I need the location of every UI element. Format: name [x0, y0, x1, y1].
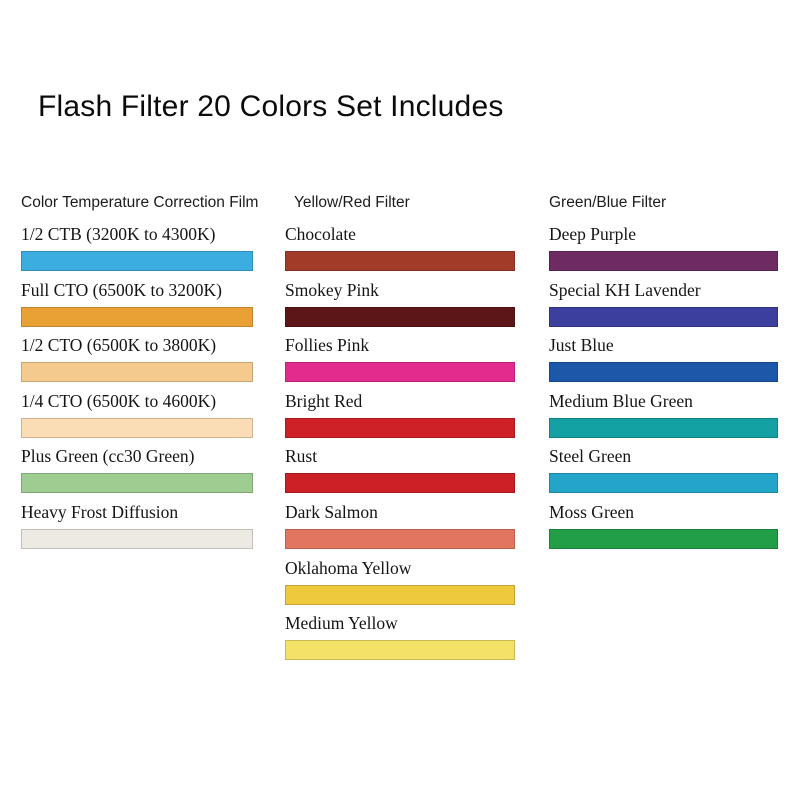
swatch-label: Bright Red: [285, 390, 363, 411]
color-swatch: [21, 306, 253, 327]
swatch-label: Moss Green: [549, 501, 635, 522]
swatch-label: Special KH Lavender: [549, 279, 701, 300]
swatch-label: 1/2 CTO (6500K to 3800K): [21, 335, 217, 356]
color-swatch: [549, 528, 778, 549]
swatch-item: Chocolate: [285, 224, 515, 280]
swatch-item: Moss Green: [549, 502, 778, 558]
swatch-label: Just Blue: [549, 335, 614, 356]
swatch-item: Bright Red: [285, 391, 515, 447]
filter-column: Color Temperature Correction Film 1/2 CTB…: [21, 194, 259, 558]
page-title: Flash Filter 20 Colors Set Includes: [38, 90, 504, 123]
swatch-item: Just Blue: [549, 335, 778, 391]
color-swatch: [21, 417, 253, 438]
swatch-label: Medium Yellow: [285, 613, 398, 634]
color-swatch: [21, 362, 253, 383]
swatch-label: Plus Green (cc30 Green): [21, 446, 195, 467]
swatch-item: 1/2 CTB (3200K to 4300K): [21, 224, 253, 280]
color-swatch: [549, 473, 778, 494]
swatch-item: Medium Yellow: [285, 613, 515, 669]
swatch-label: Follies Pink: [285, 335, 370, 356]
column-header: Green/Blue Filter: [549, 194, 667, 211]
color-swatch: [285, 306, 515, 327]
color-swatch: [21, 251, 253, 271]
swatch-item: Heavy Frost Diffusion: [21, 502, 253, 558]
swatch-label: Rust: [285, 446, 318, 467]
swatch-label: Medium Blue Green: [549, 390, 693, 411]
swatch-item: Steel Green: [549, 446, 778, 502]
color-swatch: [21, 528, 253, 549]
swatch-item: Oklahoma Yellow: [285, 558, 515, 614]
swatch-label: Chocolate: [285, 224, 356, 244]
swatch-item: Full CTO (6500K to 3200K): [21, 280, 253, 336]
swatch-item: Special KH Lavender: [549, 280, 778, 336]
filter-column: Yellow/Red Filter Chocolate Smokey Pink Fol…: [285, 194, 515, 669]
color-swatch: [549, 306, 778, 327]
swatch-label: Smokey Pink: [285, 279, 379, 300]
swatch-item: Rust: [285, 446, 515, 502]
swatch-label: Deep Purple: [549, 224, 636, 244]
swatch-item: Dark Salmon: [285, 502, 515, 558]
swatch-item: 1/2 CTO (6500K to 3800K): [21, 335, 253, 391]
swatch-item: 1/4 CTO (6500K to 4600K): [21, 391, 253, 447]
swatch-item: Plus Green (cc30 Green): [21, 446, 253, 502]
swatch-label: Steel Green: [549, 446, 632, 467]
column-header: Yellow/Red Filter: [294, 194, 410, 211]
swatch-item: Medium Blue Green: [549, 391, 778, 447]
color-swatch: [549, 417, 778, 438]
color-swatch: [285, 528, 515, 549]
filter-column: Green/Blue Filter Deep Purple Special KH L…: [549, 194, 778, 558]
column-header: Color Temperature Correction Film: [21, 194, 259, 211]
color-swatch: [285, 417, 515, 438]
color-swatch: [549, 362, 778, 383]
color-swatch: [285, 584, 515, 605]
color-swatch: [285, 473, 515, 494]
swatch-label: 1/2 CTB (3200K to 4300K): [21, 224, 216, 244]
swatch-item: Follies Pink: [285, 335, 515, 391]
color-swatch: [285, 640, 515, 661]
swatch-label: Full CTO (6500K to 3200K): [21, 279, 222, 300]
swatch-item: Deep Purple: [549, 224, 778, 280]
swatch-item: Smokey Pink: [285, 280, 515, 336]
swatch-label: Heavy Frost Diffusion: [21, 501, 179, 522]
swatch-label: 1/4 CTO (6500K to 4600K): [21, 390, 217, 411]
color-swatch: [549, 251, 778, 271]
swatch-label: Oklahoma Yellow: [285, 557, 412, 578]
color-swatch: [21, 473, 253, 494]
color-swatch: [285, 362, 515, 383]
color-swatch: [285, 251, 515, 271]
swatch-label: Dark Salmon: [285, 501, 378, 522]
